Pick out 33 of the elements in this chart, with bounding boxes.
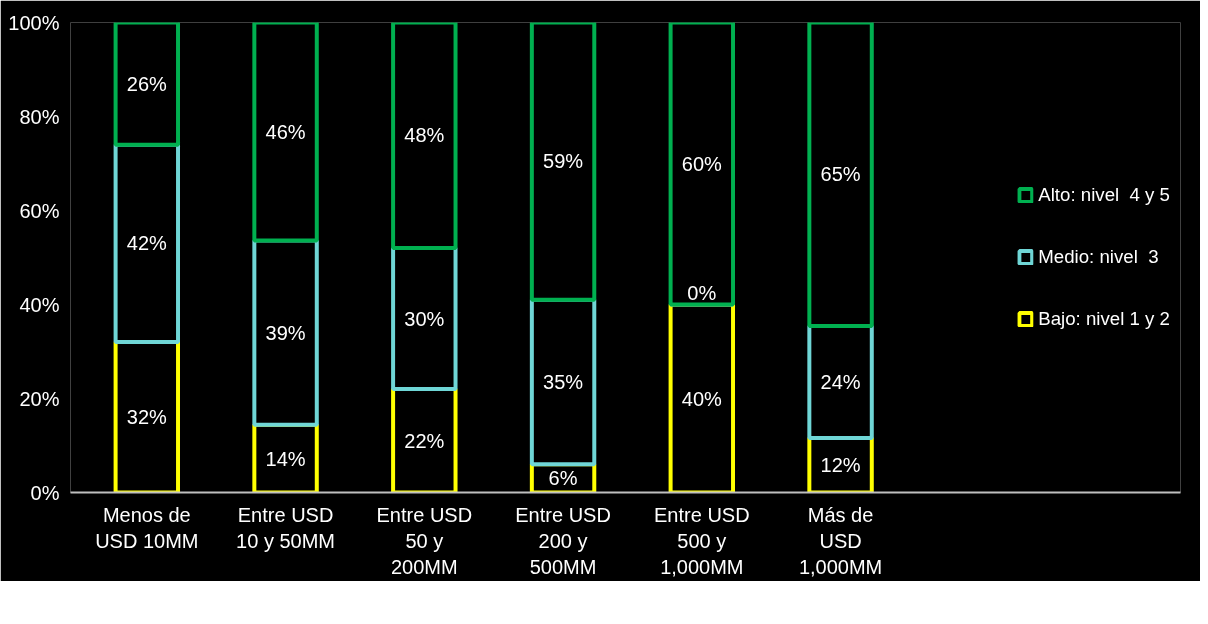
x-tick-label: Menos de USD 10MM <box>95 503 199 552</box>
data-label: 30% <box>404 307 445 330</box>
data-label: 24% <box>820 371 861 394</box>
data-label: 26% <box>126 72 168 95</box>
data-label: 22% <box>404 429 445 452</box>
y-tick-label: 60% <box>19 199 60 222</box>
data-label: 12% <box>820 454 861 477</box>
y-tick-label: 20% <box>19 387 60 410</box>
data-label: 60% <box>681 152 723 175</box>
y-tick-label: 0% <box>30 481 60 504</box>
legend-label: Bajo: nivel 1 y 2 <box>1038 308 1170 330</box>
data-label: 42% <box>126 232 168 255</box>
y-tick-label: 100% <box>8 11 60 34</box>
data-label: 0% <box>687 281 717 304</box>
data-label: 65% <box>820 163 861 186</box>
data-label: 48% <box>404 124 445 147</box>
x-tick-label: Más de USD 1,000MM <box>798 503 883 579</box>
y-tick-label: 80% <box>19 105 60 128</box>
data-label: 6% <box>548 467 578 490</box>
y-tick-label: 40% <box>19 293 60 316</box>
data-label: 40% <box>681 387 723 410</box>
x-tick-label: Entre USD 50 y 200MM <box>376 503 473 579</box>
data-label: 59% <box>543 150 584 173</box>
legend-label: Alto: nivel 4 y 5 <box>1038 184 1170 206</box>
data-label: 14% <box>265 447 306 470</box>
data-label: 32% <box>126 406 168 429</box>
x-tick-label: Entre USD 500 y 1,000MM <box>654 503 750 579</box>
x-tick-label: Entre USD 200 y 500MM <box>515 503 611 579</box>
x-tick-label: Entre USD 10 y 50MM <box>236 503 336 552</box>
data-label: 39% <box>265 321 306 344</box>
data-label: 46% <box>265 120 306 143</box>
legend-label: Medio: nivel 3 <box>1038 246 1159 268</box>
data-label: 35% <box>543 371 584 394</box>
